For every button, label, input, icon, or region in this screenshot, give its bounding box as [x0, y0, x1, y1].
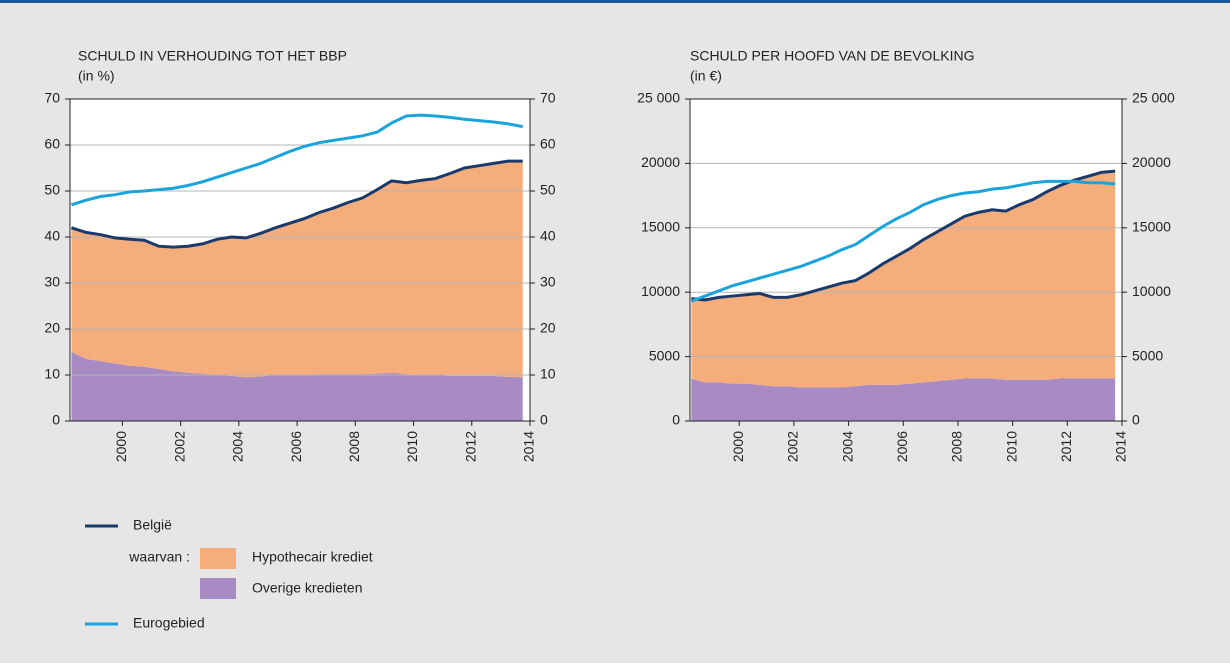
- y-tick-label: 10000: [641, 283, 680, 299]
- chart-title: SCHULD PER HOOFD VAN DE BEVOLKING: [690, 48, 974, 64]
- y-tick-label: 50: [44, 182, 60, 198]
- y-tick-label: 20000: [641, 154, 680, 170]
- x-tick-label: 2008: [949, 431, 965, 462]
- y-tick-label: 15000: [641, 219, 680, 235]
- y-tick-label: 0: [672, 412, 680, 428]
- y-tick-label: 50: [540, 182, 556, 198]
- legend-prefix: waarvan :: [128, 549, 190, 565]
- y-tick-label: 10: [44, 366, 60, 382]
- y-tick-label: 40: [540, 228, 556, 244]
- y-tick-label: 20000: [1132, 154, 1171, 170]
- legend-label: Eurogebied: [133, 615, 205, 631]
- stacked-area: [691, 378, 1116, 421]
- y-tick-label: 25 000: [637, 90, 680, 106]
- y-tick-label: 20: [44, 320, 60, 336]
- y-tick-label: 10: [540, 366, 556, 382]
- y-tick-label: 0: [540, 412, 548, 428]
- chart-subtitle: (in €): [690, 68, 722, 84]
- x-tick-label: 2012: [462, 431, 478, 462]
- x-tick-label: 2014: [521, 431, 537, 462]
- y-tick-label: 5000: [649, 347, 680, 363]
- x-tick-label: 2002: [785, 431, 801, 462]
- x-tick-label: 2010: [404, 431, 420, 462]
- legend-label: Overige kredieten: [252, 580, 363, 596]
- y-tick-label: 60: [44, 136, 60, 152]
- stacked-area: [71, 352, 523, 421]
- x-tick-label: 2004: [839, 431, 855, 462]
- stacked-area: [71, 161, 523, 378]
- legend-label: België: [133, 517, 172, 533]
- stacked-area: [691, 171, 1116, 388]
- y-tick-label: 25 000: [1132, 90, 1175, 106]
- plot-frame: [689, 98, 1123, 422]
- chart-title: SCHULD IN VERHOUDING TOT HET BBP: [78, 48, 347, 64]
- x-tick-label: 2004: [230, 431, 246, 462]
- x-tick-label: 2000: [113, 431, 129, 462]
- chart-subtitle: (in %): [78, 68, 115, 84]
- line-series: [71, 159, 523, 249]
- plot-frame: [69, 98, 531, 422]
- line-series: [691, 169, 1116, 302]
- y-tick-label: 60: [540, 136, 556, 152]
- y-tick-label: 40: [44, 228, 60, 244]
- x-tick-label: 2006: [288, 431, 304, 462]
- y-tick-label: 30: [44, 274, 60, 290]
- line-series: [71, 113, 524, 207]
- x-tick-label: 2010: [1003, 431, 1019, 462]
- y-tick-label: 70: [540, 90, 556, 106]
- legend-swatch: [200, 548, 236, 569]
- y-tick-label: 10000: [1132, 283, 1171, 299]
- y-tick-label: 0: [1132, 412, 1140, 428]
- x-tick-label: 2006: [894, 431, 910, 462]
- x-tick-label: 2012: [1058, 431, 1074, 462]
- top-border: [0, 0, 1230, 3]
- y-tick-label: 20: [540, 320, 556, 336]
- y-tick-label: 30: [540, 274, 556, 290]
- x-tick-label: 2008: [346, 431, 362, 462]
- legend: België waarvan : Hypothecair krediet Ove…: [85, 517, 373, 631]
- x-tick-label: 2014: [1113, 431, 1129, 462]
- legend-label: Hypothecair krediet: [252, 549, 373, 565]
- y-tick-label: 70: [44, 90, 60, 106]
- y-tick-label: 15000: [1132, 219, 1171, 235]
- legend-swatch: [200, 578, 236, 599]
- line-series: [690, 179, 1116, 303]
- x-tick-label: 2000: [730, 431, 746, 462]
- x-tick-label: 2002: [171, 431, 187, 462]
- y-tick-label: 5000: [1132, 347, 1163, 363]
- y-tick-label: 0: [52, 412, 60, 428]
